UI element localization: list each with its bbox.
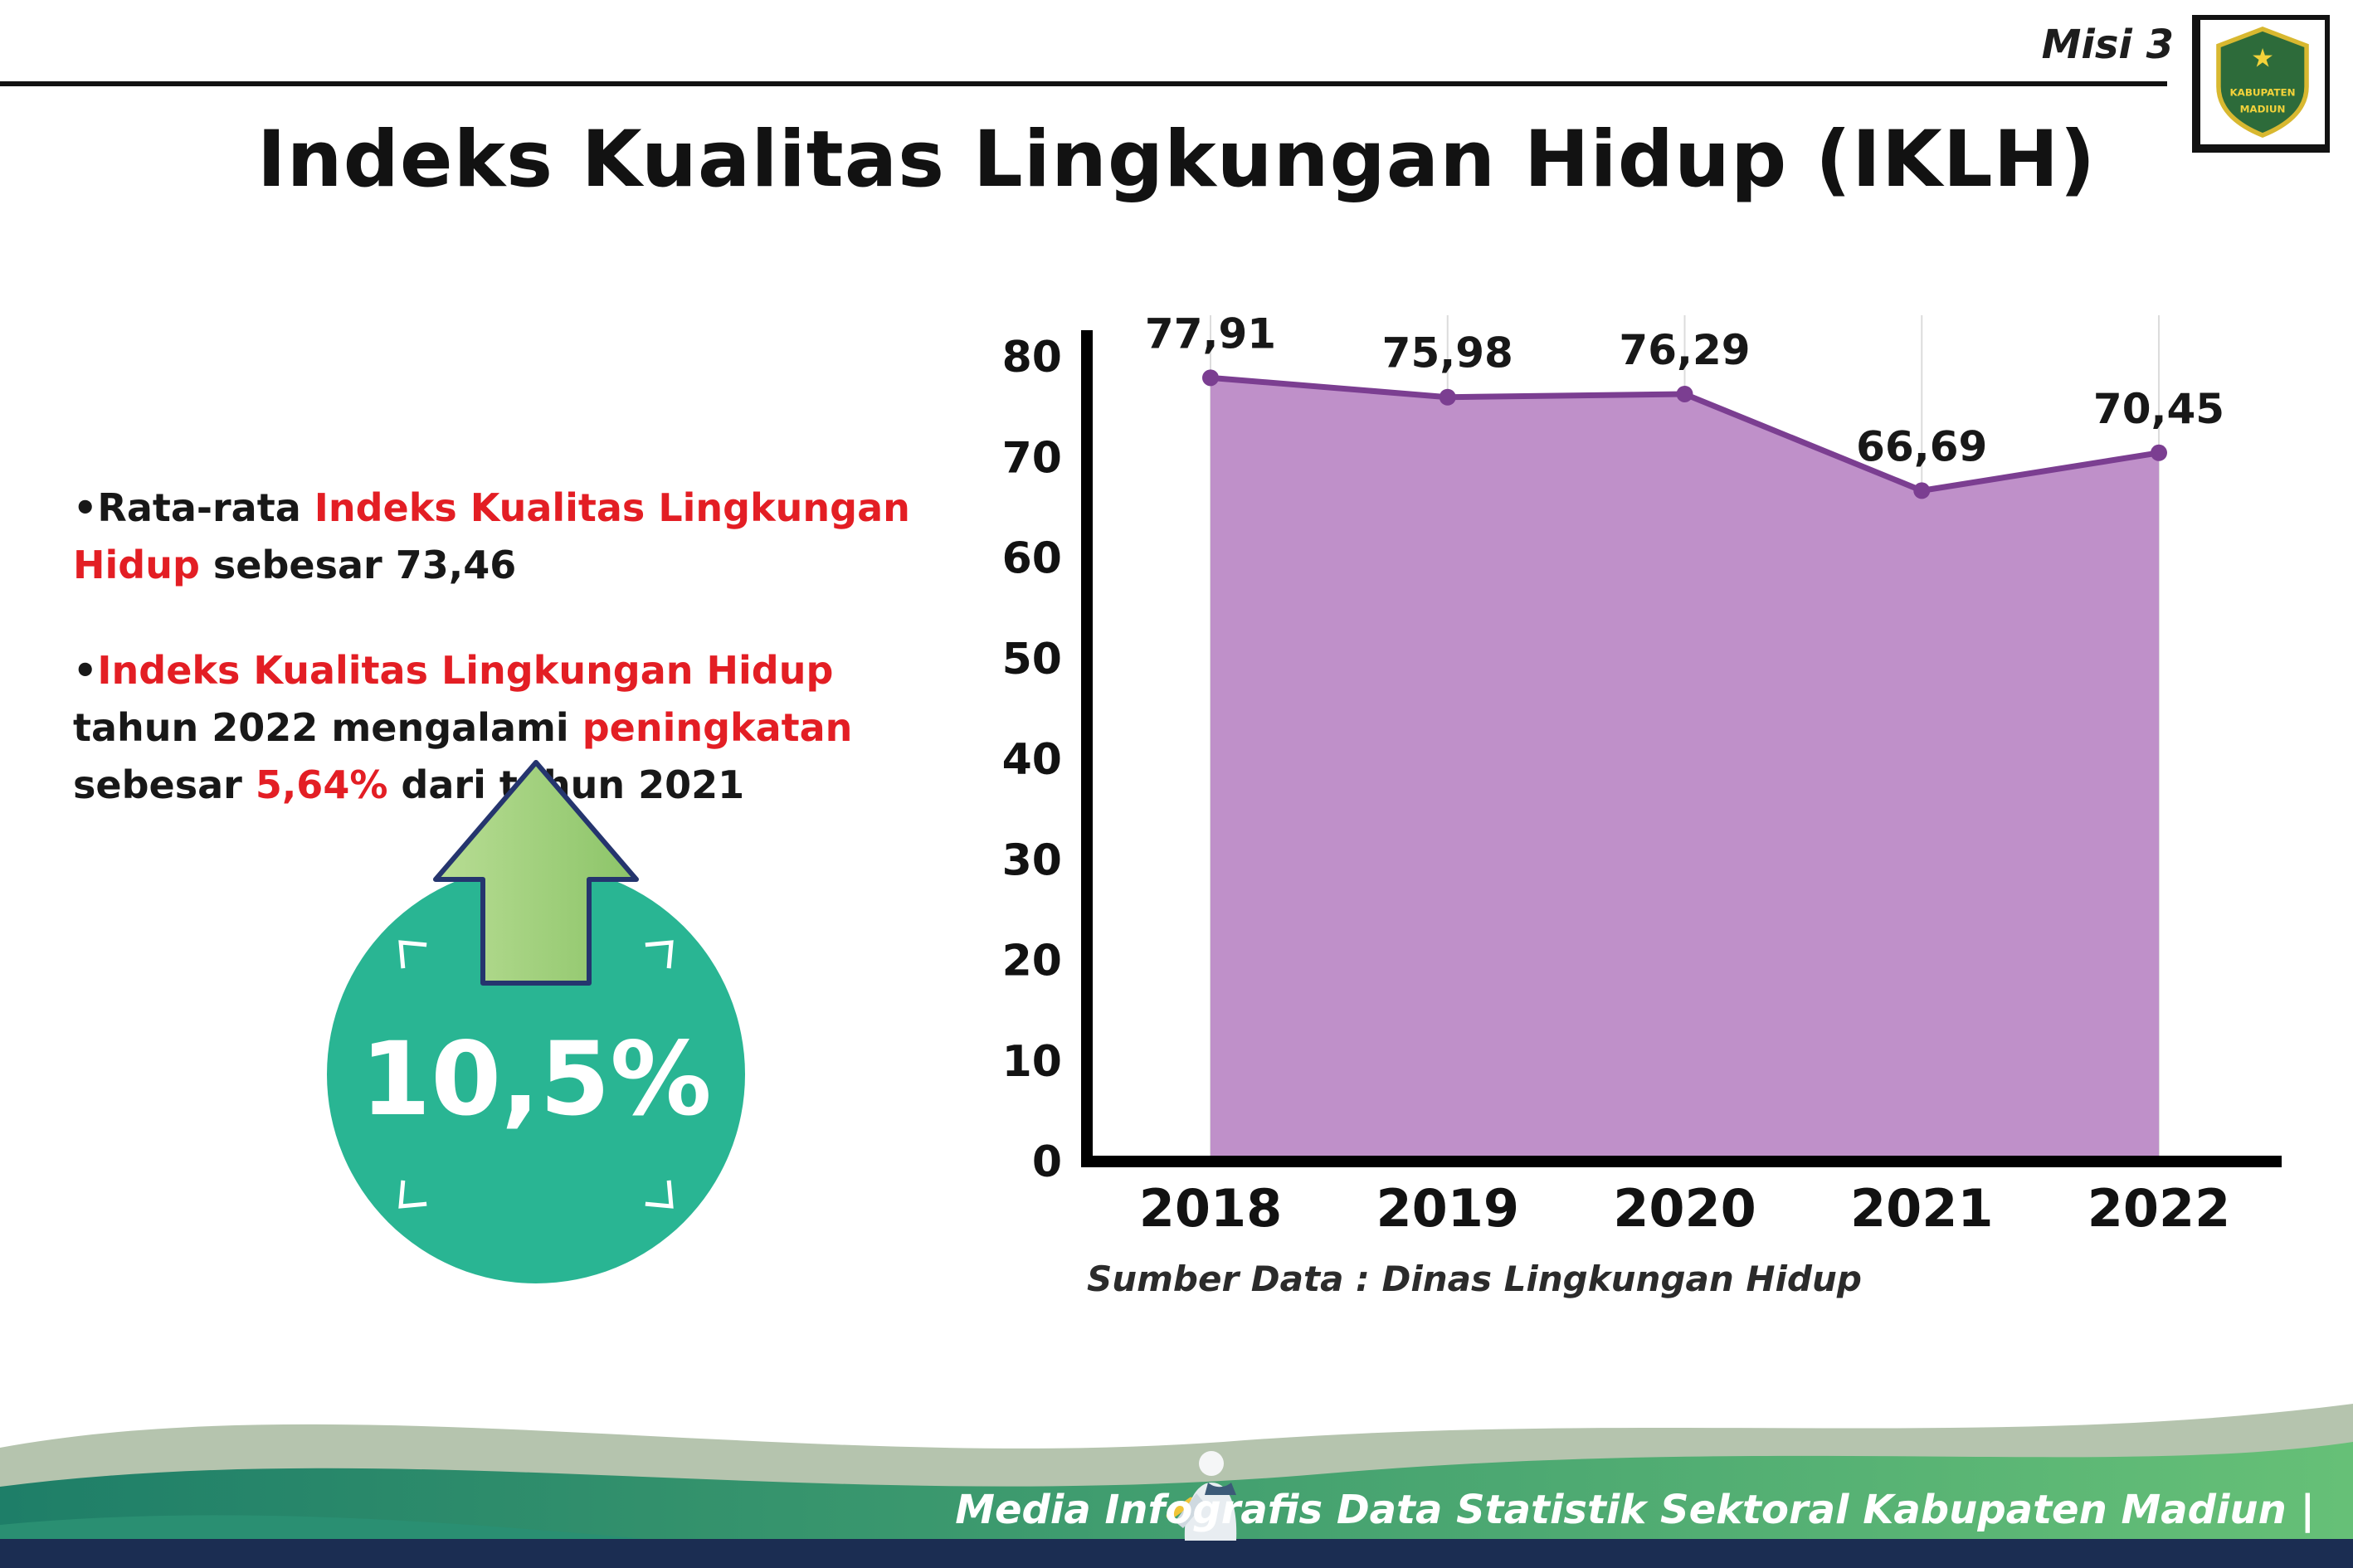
triangle-icon — [645, 1180, 674, 1209]
data-point — [2151, 444, 2167, 461]
logo-text-bottom: MADIUN — [2240, 104, 2286, 115]
kabupaten-madiun-logo: ★ KABUPATEN MADIUN — [2192, 15, 2330, 153]
y-tick-label: 20 — [1002, 937, 1062, 986]
value-label: 77,91 — [1145, 309, 1276, 358]
x-tick-label: 2021 — [1850, 1178, 1994, 1239]
shield-icon: ★ KABUPATEN MADIUN — [2216, 27, 2309, 138]
bullet1-highlight: Indeks Kualitas Lingkungan Hidup — [73, 485, 910, 587]
data-point — [1439, 388, 1456, 406]
y-tick-label: 70 — [1002, 433, 1062, 483]
bullet-marker: • — [73, 485, 98, 530]
mascot-arm — [1175, 1493, 1205, 1528]
x-tick-label: 2019 — [1376, 1178, 1519, 1239]
badge-value: 10,5% — [360, 1020, 711, 1138]
value-label: 76,29 — [1619, 326, 1750, 374]
badge-circle — [327, 865, 745, 1283]
shield-star-icon: ★ — [2251, 44, 2274, 74]
pencil-icon — [1166, 1497, 1196, 1520]
area-fill — [1211, 377, 2159, 1161]
y-tick-label: 40 — [1002, 735, 1062, 785]
mascot-head — [1199, 1451, 1224, 1476]
up-arrow-icon — [433, 760, 639, 986]
bullet2-post: dari tahun 2021 — [387, 762, 745, 807]
value-label: 75,98 — [1382, 329, 1513, 377]
bullet1-pre: Rata-rata — [97, 485, 314, 530]
mascot-icon — [1166, 1451, 1237, 1541]
y-tick-label: 50 — [1002, 635, 1062, 684]
bullet2-mid-1: tahun 2022 mengalami — [73, 705, 582, 750]
bottom-navy-bar — [0, 1539, 2353, 1568]
data-point — [1913, 482, 1931, 499]
page-title: Indeks Kualitas Lingkungan Hidup (IKLH) — [256, 114, 2097, 205]
value-label: 70,45 — [2093, 385, 2224, 433]
data-source-caption: Sumber Data : Dinas Lingkungan Hidup — [1087, 1259, 1862, 1299]
misi-label: Misi 3 — [2041, 22, 2174, 68]
triangle-icon — [398, 1180, 427, 1209]
bullet-average-iklh: •Rata-rata Indeks Kualitas Lingkungan Hi… — [73, 480, 961, 594]
mascot-collar — [1205, 1483, 1236, 1495]
bullet1-post: sebesar 73,46 — [199, 543, 517, 587]
bullet2-highlight-2: peningkatan — [582, 705, 853, 750]
bullet2-highlight-3: 5,64% — [255, 762, 388, 807]
y-tick-label: 80 — [1002, 333, 1062, 382]
triangle-icon — [645, 940, 674, 969]
bullet-increase-2022: •Indeks Kualitas Lingkungan Hidup tahun … — [73, 642, 961, 814]
y-tick-label: 0 — [1032, 1137, 1062, 1187]
x-tick-label: 2022 — [2087, 1178, 2231, 1239]
header-divider — [0, 81, 2167, 86]
value-label: 66,69 — [1856, 422, 1987, 470]
summary-bullets: •Rata-rata Indeks Kualitas Lingkungan Hi… — [73, 480, 961, 814]
footer-credit: Media Infografis Data Statistik Sektoral… — [955, 1487, 2315, 1533]
shield-shape — [2216, 27, 2309, 138]
data-point — [1676, 385, 1693, 402]
x-tick-label: 2020 — [1613, 1178, 1756, 1239]
data-point — [1202, 369, 1219, 387]
x-tick-label: 2018 — [1139, 1178, 1283, 1239]
triangle-icon — [398, 940, 427, 969]
bullet2-mid-2: sebesar — [73, 762, 256, 807]
bullet-marker: • — [73, 648, 98, 693]
iklh-area-chart: 77,91 75,98 76,29 66,69 70,45 0 10 20 30 40 50 60 70… — [1002, 309, 2282, 1239]
growth-badge: 10,5% — [327, 760, 745, 1283]
y-tick-label: 30 — [1002, 835, 1062, 885]
y-tick-label: 60 — [1002, 534, 1062, 584]
bullet2-highlight-1: Indeks Kualitas Lingkungan Hidup — [97, 648, 834, 693]
logo-text-top: KABUPATEN — [2229, 86, 2295, 98]
y-tick-label: 10 — [1002, 1037, 1062, 1087]
footer-wave — [0, 1404, 2353, 1568]
